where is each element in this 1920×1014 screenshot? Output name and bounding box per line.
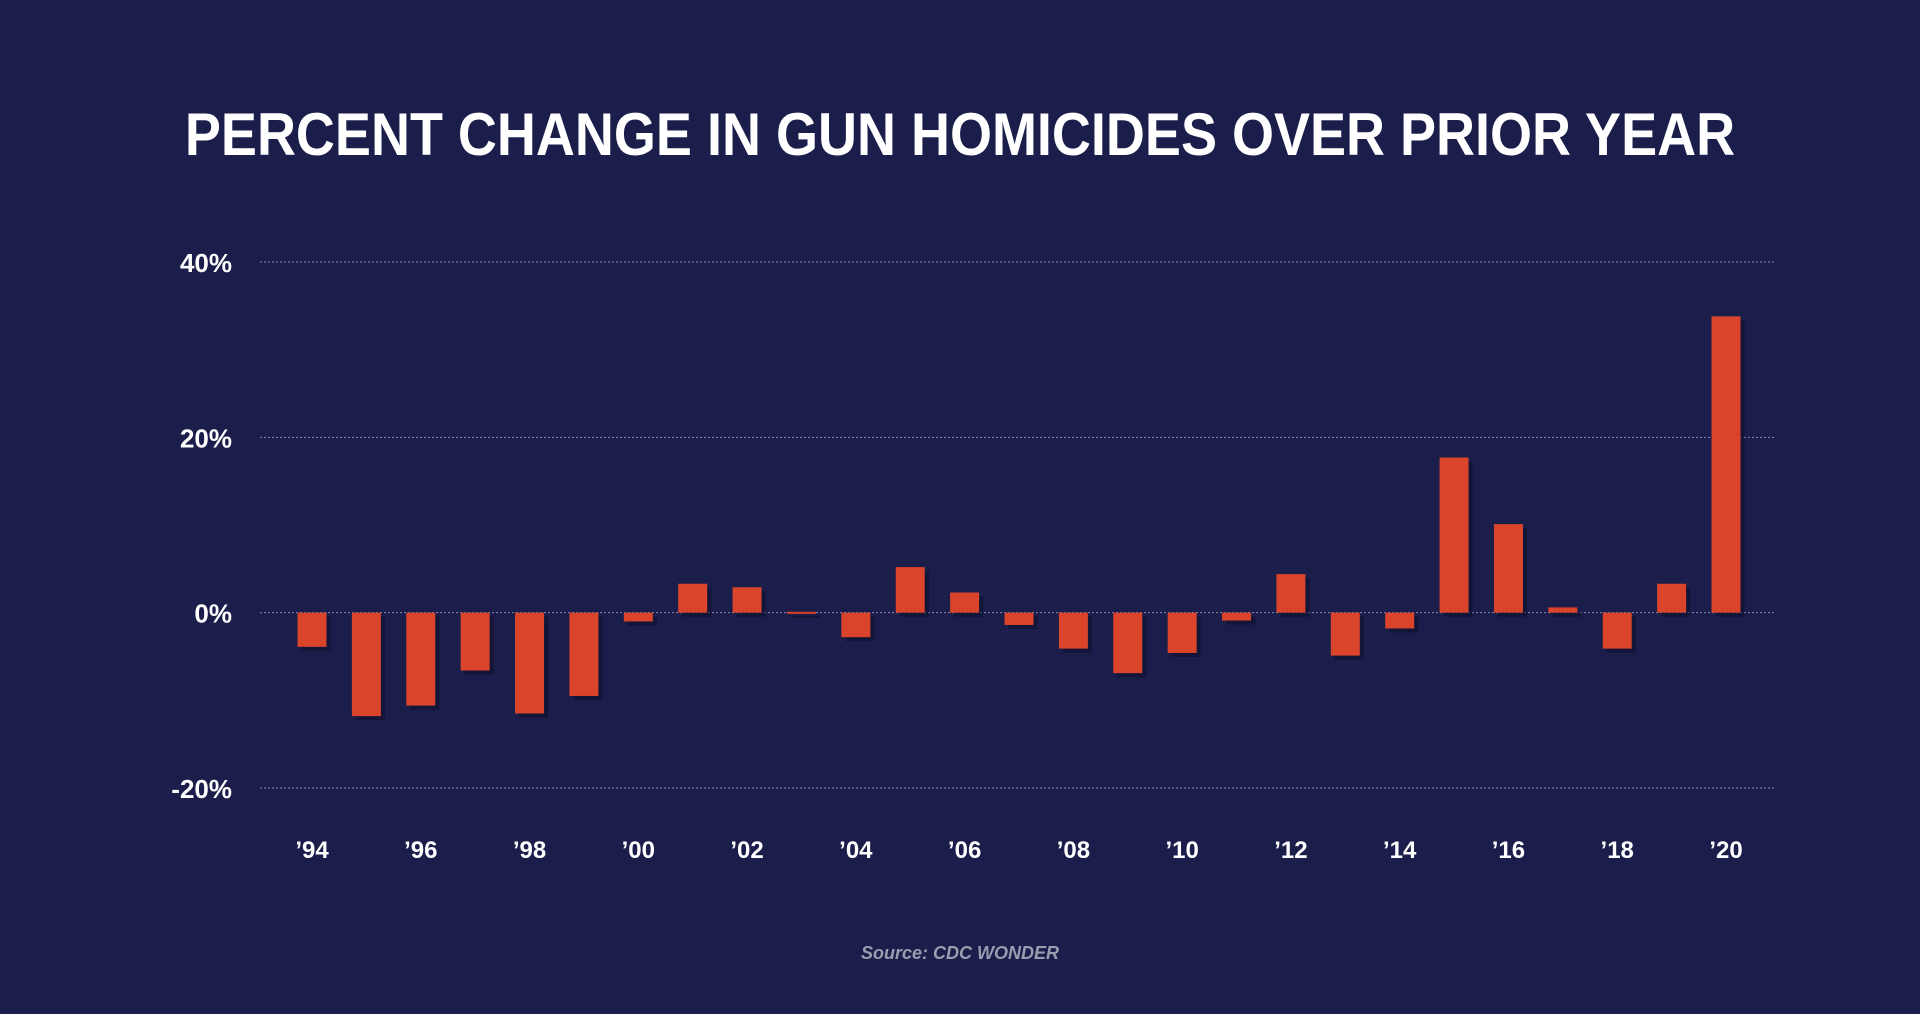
bar-2018 <box>1602 612 1632 649</box>
bar-2011 <box>1222 612 1252 621</box>
bar-2020 <box>1711 316 1741 613</box>
x-tick-label: ’06 <box>948 837 981 864</box>
x-tick-label: ’94 <box>295 837 329 864</box>
bar-2007 <box>1004 612 1034 625</box>
x-tick-label: ’08 <box>1057 837 1090 864</box>
bar-shadow <box>1552 611 1582 617</box>
x-tick-label: ’10 <box>1165 837 1198 864</box>
bar-1997 <box>460 612 490 671</box>
x-tick-label: ’12 <box>1274 837 1307 864</box>
bar-2000 <box>623 612 653 622</box>
bar-shadow <box>1226 616 1256 625</box>
bar-1998 <box>515 612 545 714</box>
x-tick-label: ’96 <box>404 837 437 864</box>
y-tick-label: 0% <box>194 599 232 629</box>
chart-title: PERCENT CHANGE IN GUN HOMICIDES OVER PRI… <box>184 101 1736 168</box>
x-tick-label: ’14 <box>1383 837 1417 864</box>
x-tick-label: ’02 <box>730 837 763 864</box>
bar-2017 <box>1548 607 1578 613</box>
bar-2005 <box>895 567 925 613</box>
x-tick-label: ’16 <box>1492 837 1525 864</box>
bar-1995 <box>351 612 381 717</box>
bar-1996 <box>406 612 436 706</box>
bar-1994 <box>297 612 327 647</box>
bar-2014 <box>1385 612 1415 629</box>
bar-2008 <box>1058 612 1088 649</box>
bar-2016 <box>1493 524 1523 613</box>
y-tick-label: 20% <box>180 423 232 453</box>
x-tick-label: ’98 <box>513 837 546 864</box>
x-tick-label: ’20 <box>1709 837 1742 864</box>
x-tick-label: ’00 <box>622 837 655 864</box>
source-note: Source: CDC WONDER <box>860 943 1059 963</box>
bar-2004 <box>841 612 871 638</box>
bar-2002 <box>732 587 762 613</box>
bar-2010 <box>1167 612 1197 653</box>
y-tick-label: 40% <box>180 248 232 278</box>
bar-2001 <box>678 583 708 613</box>
bar-1999 <box>569 612 599 696</box>
bar-2009 <box>1113 612 1143 674</box>
bar-2013 <box>1330 612 1360 656</box>
bar-2003 <box>786 611 816 614</box>
y-tick-label: -20% <box>171 774 232 804</box>
bar-2019 <box>1657 583 1687 613</box>
x-tick-label: ’04 <box>839 837 873 864</box>
bar-2012 <box>1276 574 1306 613</box>
bar-2015 <box>1439 457 1469 613</box>
x-tick-label: ’18 <box>1601 837 1634 864</box>
bar-shadow <box>790 615 820 618</box>
bar-2006 <box>950 592 980 613</box>
